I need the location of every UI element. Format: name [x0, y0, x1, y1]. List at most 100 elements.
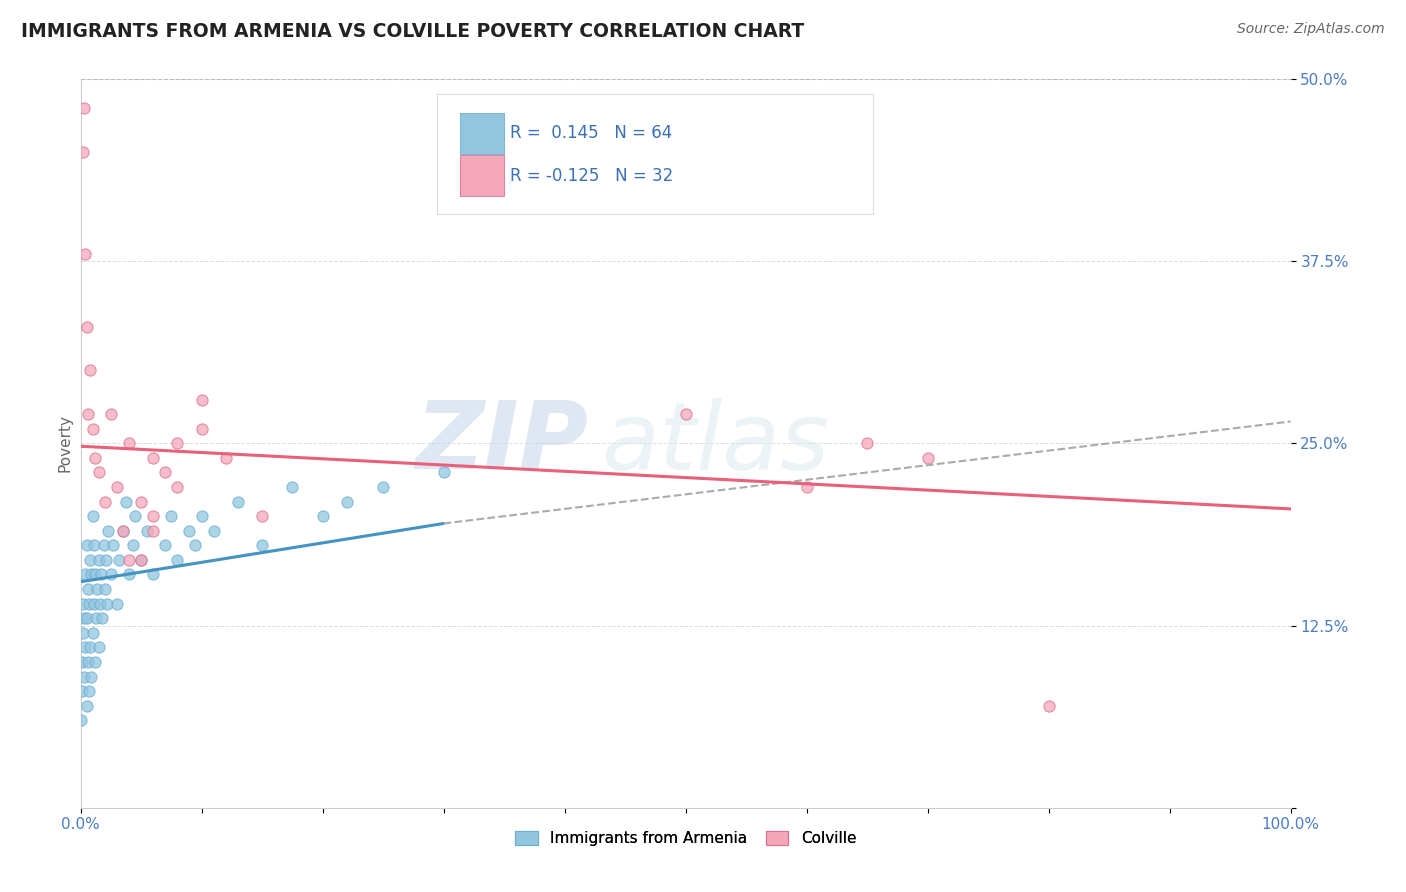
- Point: [79, 363, 101, 377]
- Point: [118, 567, 141, 582]
- Point: [142, 567, 165, 582]
- Point: [76, 582, 98, 596]
- Point: [311, 509, 333, 524]
- Point: [142, 524, 165, 538]
- Text: atlas: atlas: [600, 398, 830, 489]
- Point: [97, 524, 120, 538]
- Point: [166, 480, 188, 494]
- Text: IMMIGRANTS FROM ARMENIA VS COLVILLE POVERTY CORRELATION CHART: IMMIGRANTS FROM ARMENIA VS COLVILLE POVE…: [21, 22, 804, 41]
- Point: [73, 101, 96, 115]
- Point: [281, 480, 304, 494]
- Text: R = -0.125   N = 32: R = -0.125 N = 32: [510, 167, 673, 185]
- Point: [215, 450, 238, 465]
- Point: [142, 509, 165, 524]
- Point: [675, 407, 697, 421]
- Point: [96, 597, 118, 611]
- Point: [166, 553, 188, 567]
- Point: [75, 640, 97, 655]
- Point: [184, 538, 207, 552]
- Y-axis label: Poverty: Poverty: [58, 414, 72, 473]
- Point: [80, 669, 103, 683]
- Text: ZIP: ZIP: [416, 397, 589, 490]
- Point: [91, 611, 114, 625]
- Point: [70, 684, 93, 698]
- Point: [129, 494, 152, 508]
- Point: [100, 567, 122, 582]
- Point: [93, 494, 115, 508]
- Point: [124, 509, 146, 524]
- Point: [103, 538, 125, 552]
- Point: [72, 597, 94, 611]
- FancyBboxPatch shape: [461, 155, 503, 196]
- Point: [72, 625, 94, 640]
- Point: [72, 145, 94, 159]
- Text: Source: ZipAtlas.com: Source: ZipAtlas.com: [1237, 22, 1385, 37]
- Point: [79, 553, 101, 567]
- Point: [190, 509, 212, 524]
- Point: [82, 422, 104, 436]
- Point: [93, 582, 115, 596]
- Text: R =  0.145   N = 64: R = 0.145 N = 64: [510, 124, 672, 142]
- Point: [118, 436, 141, 450]
- Point: [84, 655, 107, 669]
- Point: [75, 247, 97, 261]
- Point: [84, 450, 107, 465]
- Point: [250, 509, 273, 524]
- Point: [250, 538, 273, 552]
- Point: [108, 553, 131, 567]
- Point: [73, 669, 96, 683]
- Point: [105, 597, 128, 611]
- Point: [105, 480, 128, 494]
- Point: [93, 538, 115, 552]
- Point: [166, 436, 188, 450]
- Point: [226, 494, 249, 508]
- Point: [336, 494, 359, 508]
- Point: [118, 553, 141, 567]
- Point: [76, 655, 98, 669]
- Point: [83, 538, 105, 552]
- Point: [82, 509, 104, 524]
- FancyBboxPatch shape: [437, 94, 873, 214]
- Point: [115, 494, 138, 508]
- Point: [160, 509, 183, 524]
- Point: [76, 611, 98, 625]
- Point: [77, 597, 100, 611]
- Point: [69, 713, 91, 727]
- Point: [142, 450, 165, 465]
- Point: [75, 567, 97, 582]
- Point: [917, 450, 939, 465]
- Point: [190, 392, 212, 407]
- Point: [94, 553, 117, 567]
- Point: [87, 466, 110, 480]
- Point: [76, 698, 98, 713]
- Point: [84, 611, 107, 625]
- Point: [371, 480, 394, 494]
- Point: [76, 538, 98, 552]
- Point: [155, 538, 177, 552]
- Point: [87, 553, 110, 567]
- Point: [190, 422, 212, 436]
- Point: [432, 466, 454, 480]
- Point: [1038, 698, 1060, 713]
- Point: [76, 407, 98, 421]
- Point: [76, 319, 98, 334]
- Point: [111, 524, 134, 538]
- Point: [155, 466, 177, 480]
- Point: [100, 407, 122, 421]
- Point: [84, 567, 107, 582]
- Point: [136, 524, 159, 538]
- Point: [129, 553, 152, 567]
- Point: [87, 640, 110, 655]
- Point: [179, 524, 201, 538]
- Point: [73, 611, 96, 625]
- Point: [856, 436, 879, 450]
- Point: [86, 582, 108, 596]
- Point: [121, 538, 143, 552]
- Point: [89, 597, 111, 611]
- Point: [202, 524, 225, 538]
- Point: [83, 597, 105, 611]
- Point: [82, 625, 104, 640]
- Point: [80, 567, 103, 582]
- Point: [70, 655, 93, 669]
- FancyBboxPatch shape: [461, 113, 503, 154]
